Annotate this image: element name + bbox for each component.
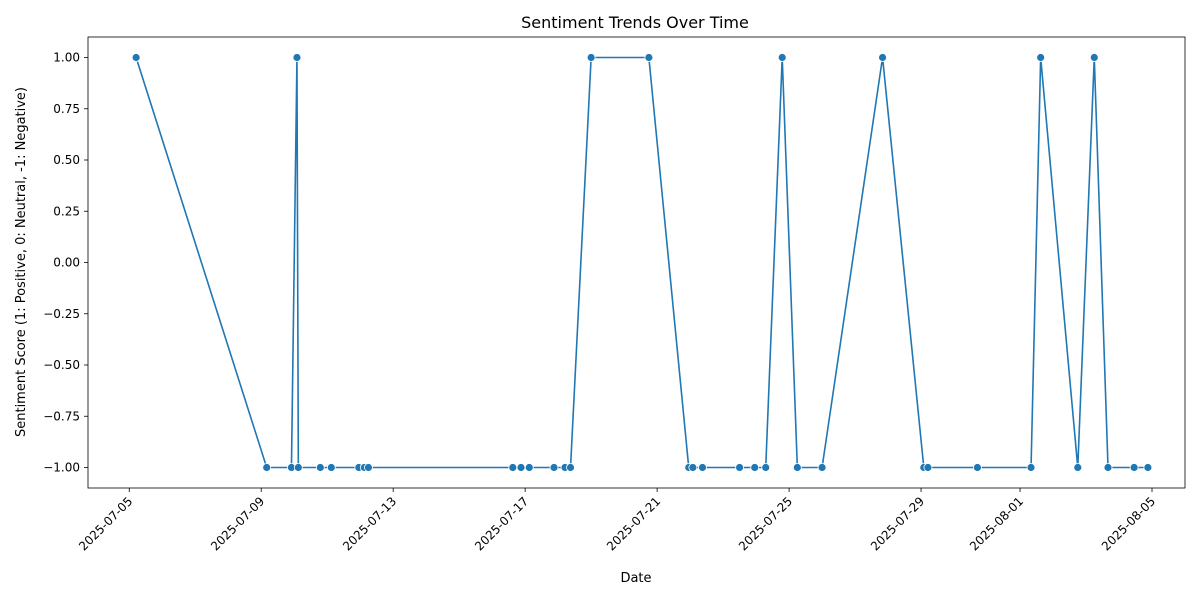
data-point xyxy=(698,463,707,472)
y-tick-label: −1.00 xyxy=(43,461,80,475)
data-point xyxy=(1026,463,1036,472)
chart-title: Sentiment Trends Over Time xyxy=(521,13,749,32)
data-point xyxy=(566,463,575,472)
data-point xyxy=(688,463,698,472)
y-tick-label: 1.00 xyxy=(53,51,80,65)
data-point xyxy=(1089,53,1099,62)
y-axis-label: Sentiment Score (1: Positive, 0: Neutral… xyxy=(14,87,29,437)
data-point xyxy=(817,463,827,472)
data-point xyxy=(1129,463,1139,472)
y-axis-ticks: 1.00 0.75 0.50 0.25 0.00 −0.25 −0.50 −0.75 −1.00 xyxy=(43,51,88,475)
plot-frame xyxy=(87,36,1186,489)
data-point xyxy=(131,53,141,62)
y-tick-label: −0.50 xyxy=(43,358,80,372)
data-point xyxy=(326,463,336,472)
data-point xyxy=(923,463,933,472)
data-point xyxy=(878,53,887,62)
y-tick-label: 0.00 xyxy=(53,256,80,270)
y-tick-label: 0.50 xyxy=(53,153,80,167)
data-point xyxy=(1073,463,1083,472)
y-tick-label: −0.25 xyxy=(43,307,80,321)
data-point xyxy=(315,463,325,472)
data-point xyxy=(524,463,534,472)
data-point xyxy=(973,463,982,472)
data-point xyxy=(293,463,303,472)
data-point xyxy=(777,53,787,62)
data-point xyxy=(516,463,526,472)
data-point xyxy=(364,463,373,472)
x-axis-label: Date xyxy=(620,571,651,586)
data-point xyxy=(586,53,596,62)
plot-area xyxy=(131,53,1153,472)
y-tick-label: −0.75 xyxy=(43,409,80,423)
data-point xyxy=(262,463,272,472)
data-point xyxy=(644,53,654,62)
data-point xyxy=(549,463,559,472)
data-point xyxy=(761,463,771,472)
data-point xyxy=(1036,53,1046,62)
data-point xyxy=(750,463,760,472)
y-tick-label: 0.25 xyxy=(53,204,80,218)
data-point xyxy=(292,53,302,62)
y-tick-label: 0.75 xyxy=(53,102,80,116)
data-point xyxy=(735,463,745,472)
data-point xyxy=(792,463,802,472)
data-point xyxy=(508,463,518,472)
data-point xyxy=(1103,463,1113,472)
data-point xyxy=(1143,463,1153,472)
